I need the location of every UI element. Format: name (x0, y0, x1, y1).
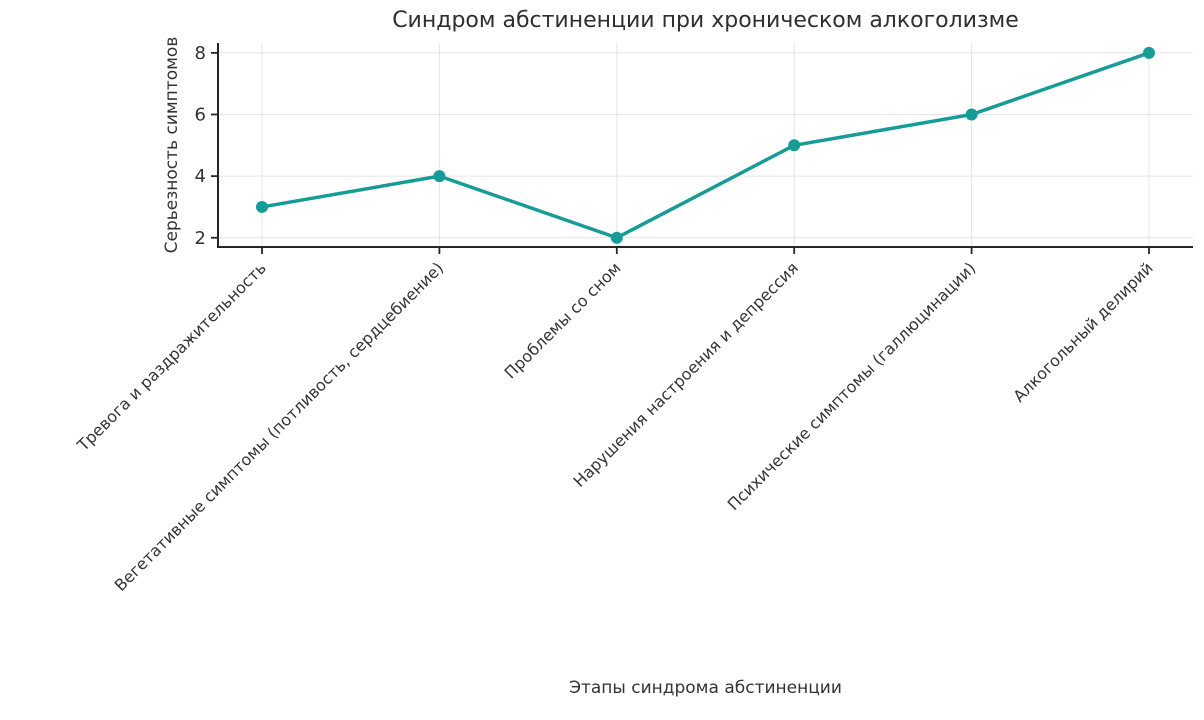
data-line (260, 51, 1151, 240)
y-tick-label: 2 (195, 228, 206, 249)
y-tick-label: 8 (195, 43, 206, 64)
y-axis-label: Серьезность симптомов (162, 36, 182, 254)
x-tick-label: Тревога и раздражительность (73, 258, 270, 455)
chart-title: Синдром абстиненции при хроническом алко… (392, 8, 1019, 33)
x-tick-label: Проблемы со сном (501, 258, 625, 382)
y-tick-label: 4 (195, 166, 206, 187)
data-point (610, 231, 623, 244)
x-tick-label: Вегетативные симптомы (потливость, сердц… (111, 258, 448, 595)
data-point (256, 200, 268, 213)
data-point (788, 139, 801, 152)
x-axis-label: Этапы синдрома абстиненции (569, 678, 842, 698)
y-tick-label: 6 (195, 104, 206, 125)
data-point (1143, 46, 1155, 59)
data-point (965, 108, 978, 121)
x-tick-label: Алкогольный делирий (1009, 258, 1156, 405)
data-point (433, 170, 446, 183)
